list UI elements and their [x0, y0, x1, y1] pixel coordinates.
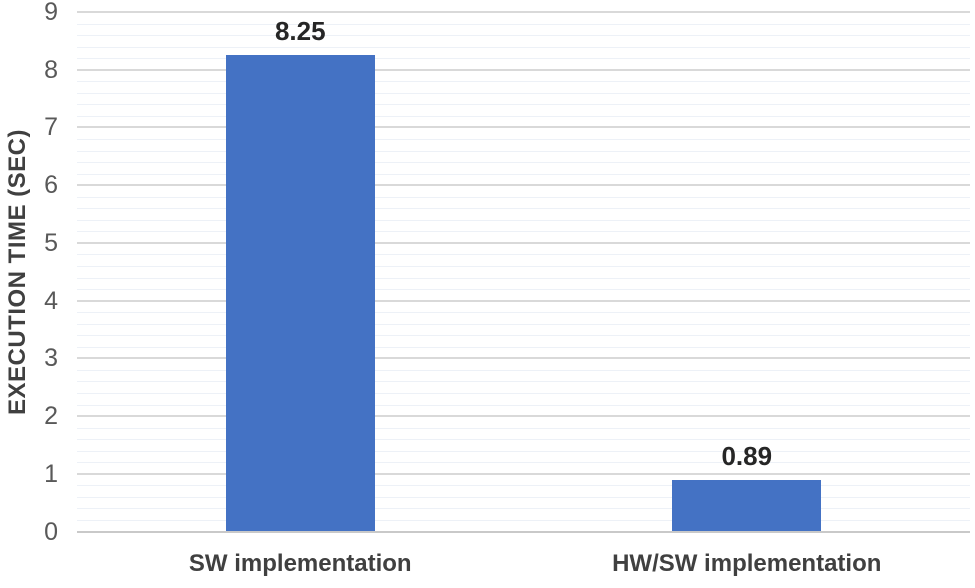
y-tick-label: 6: [44, 171, 58, 200]
y-tick-label: 8: [44, 55, 58, 84]
minor-gridline: [77, 392, 970, 394]
minor-gridline: [77, 208, 970, 210]
minor-gridline: [77, 404, 970, 406]
y-tick-label: 1: [44, 459, 58, 488]
minor-gridline: [77, 104, 970, 106]
minor-gridline: [77, 173, 970, 175]
minor-gridline: [77, 346, 970, 348]
minor-gridline: [77, 162, 970, 164]
minor-gridline: [77, 462, 970, 464]
x-axis-line: [77, 530, 970, 533]
minor-gridline: [77, 231, 970, 233]
minor-gridline: [77, 519, 970, 521]
y-tick-label: 7: [44, 113, 58, 142]
y-tick-label: 3: [44, 344, 58, 373]
minor-gridline: [77, 289, 970, 291]
minor-gridline: [77, 138, 970, 140]
minor-gridline: [77, 381, 970, 383]
minor-gridline: [77, 265, 970, 267]
minor-gridline: [77, 369, 970, 371]
plot-area: [77, 11, 970, 533]
y-tick-label: 0: [44, 517, 58, 546]
y-tick-label: 2: [44, 402, 58, 431]
minor-gridline: [77, 277, 970, 279]
minor-gridline: [77, 450, 970, 452]
minor-gridline: [77, 323, 970, 325]
bar-data-label: 8.25: [274, 16, 326, 47]
bar-2: [672, 480, 822, 532]
major-gridline: [77, 299, 970, 302]
minor-gridline: [77, 496, 970, 498]
major-gridline: [77, 357, 970, 360]
category-label: SW implementation: [188, 549, 412, 577]
minor-gridline: [77, 335, 970, 337]
minor-gridline: [77, 23, 970, 25]
y-tick-label: 5: [44, 228, 58, 257]
major-gridline: [77, 415, 970, 418]
major-gridline: [77, 126, 970, 129]
minor-gridline: [77, 92, 970, 94]
minor-gridline: [77, 150, 970, 152]
major-gridline: [77, 472, 970, 475]
bar-1: [225, 55, 375, 532]
minor-gridline: [77, 46, 970, 48]
minor-gridline: [77, 58, 970, 60]
minor-gridline: [77, 254, 970, 256]
y-tick-label: 4: [44, 286, 58, 315]
minor-gridline: [77, 439, 970, 441]
major-gridline: [77, 11, 970, 13]
minor-gridline: [77, 427, 970, 429]
minor-gridline: [77, 508, 970, 510]
minor-gridline: [77, 219, 970, 221]
major-gridline: [77, 184, 970, 187]
minor-gridline: [77, 115, 970, 117]
minor-gridline: [77, 35, 970, 37]
category-label: HW/SW implementation: [612, 549, 882, 577]
major-gridline: [77, 68, 970, 71]
y-tick-label: 9: [44, 0, 58, 26]
minor-gridline: [77, 81, 970, 83]
minor-gridline: [77, 196, 970, 198]
bar-data-label: 0.89: [721, 441, 773, 472]
minor-gridline: [77, 312, 970, 314]
minor-gridline: [77, 485, 970, 487]
major-gridline: [77, 241, 970, 244]
